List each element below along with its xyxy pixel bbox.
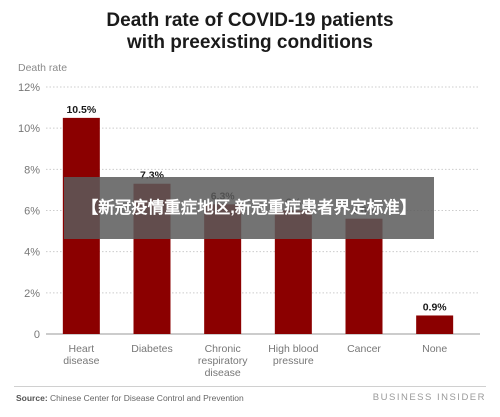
category-label: Chronic <box>205 343 241 355</box>
y-axis-label: Death rate <box>18 62 68 74</box>
source-note: Source: Chinese Center for Disease Contr… <box>16 393 244 403</box>
data-label: 10.5% <box>66 104 96 116</box>
y-tick-label: 6% <box>24 206 40 218</box>
chart-title: Death rate of COVID-19 patients with pre… <box>0 10 500 54</box>
footer-divider <box>14 386 486 387</box>
category-label: disease <box>205 367 241 379</box>
y-tick-label: 10% <box>18 123 40 135</box>
y-tick-label: 0 <box>34 329 40 341</box>
category-label: pressure <box>273 355 314 367</box>
y-tick-label: 4% <box>24 247 40 259</box>
category-label: High blood <box>268 343 318 355</box>
brand-logo: BUSINESS INSIDER <box>372 392 486 403</box>
chart-title-line-1: Death rate of COVID-19 patients <box>106 10 394 31</box>
y-tick-label: 12% <box>18 82 40 94</box>
category-label: Heart <box>68 343 94 355</box>
category-label: respiratory <box>198 355 248 367</box>
data-label: 0.9% <box>423 301 448 313</box>
category-label: None <box>422 343 447 355</box>
category-label: disease <box>63 355 99 367</box>
y-tick-label: 2% <box>24 288 40 300</box>
overlay-banner: 【新冠疫情重症地区,新冠重症患者界定标准】 <box>64 177 434 239</box>
source-text: Chinese Center for Disease Control and P… <box>50 393 244 403</box>
chart-title-line-2: with preexisting conditions <box>127 32 373 53</box>
category-label: Cancer <box>347 343 381 355</box>
category-label: Diabetes <box>131 343 172 355</box>
y-tick-label: 8% <box>24 164 40 176</box>
bar <box>416 315 454 334</box>
source-prefix: Source: <box>16 393 48 403</box>
